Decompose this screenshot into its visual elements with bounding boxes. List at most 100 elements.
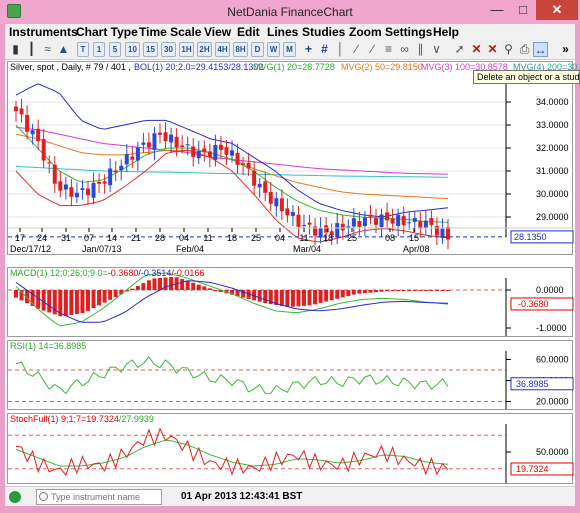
menu-settings[interactable]: Settings: [385, 25, 433, 39]
period-5-button[interactable]: 5: [109, 42, 121, 57]
hand-scroll-icon[interactable]: ↔: [533, 42, 548, 57]
instrument-search-input[interactable]: [36, 489, 162, 505]
candle-body: [346, 226, 351, 228]
price-panel[interactable]: 34.0000 33.0000 32.0000 31.0000 30.0000 29.00…: [7, 61, 580, 255]
macd-histogram-bar: [324, 290, 329, 302]
zoom-icon[interactable]: ⚲: [504, 42, 513, 56]
period-2h-button[interactable]: 2H: [197, 42, 212, 57]
menu-help[interactable]: Help: [433, 25, 460, 39]
trendline-icon[interactable]: ∕: [355, 42, 358, 56]
macd-histogram-bar: [191, 282, 196, 290]
candlestick-chart-icon[interactable]: ▮: [12, 42, 19, 56]
candle-body: [124, 154, 129, 165]
macd-histogram-bar: [446, 290, 450, 291]
menu-studies[interactable]: Studies: [302, 25, 346, 39]
x-axis-day-label: 04: [179, 233, 189, 243]
x-axis-day-label: 14: [107, 233, 117, 243]
menu-time-scale[interactable]: Time Scale: [139, 25, 202, 39]
candle-body: [135, 147, 140, 161]
macd-histogram-bar: [290, 290, 295, 307]
macd-histogram-bar: [25, 290, 30, 304]
menu-chart-type[interactable]: Chart Type: [76, 25, 138, 39]
close-button[interactable]: ✕: [536, 0, 578, 20]
period-4h-button[interactable]: 4H: [215, 42, 230, 57]
macd-y-tick-label: 0.0000: [536, 285, 564, 295]
period-1h-button[interactable]: 1H: [179, 42, 194, 57]
grid-icon[interactable]: #: [321, 42, 328, 56]
minimize-button[interactable]: —: [490, 2, 504, 17]
candle-body: [119, 165, 124, 171]
stochastic-chart: 50.0000 19.7324: [8, 424, 574, 483]
bar-chart-icon[interactable]: ┃: [27, 42, 36, 56]
x-axis-month-label: Mar/04: [293, 244, 321, 254]
toolbar-overflow-icon[interactable]: »: [562, 42, 569, 56]
macd-histogram-bar: [407, 290, 412, 291]
arc-tool-icon[interactable]: ∥: [417, 42, 424, 56]
macd-histogram-bar: [119, 290, 124, 295]
stochastic-panel[interactable]: 50.0000 19.7324 StochFull(1) 9;1;7=19.732…: [7, 413, 574, 484]
fan-tool-icon[interactable]: ∨: [432, 42, 441, 56]
delete-object-icon[interactable]: ✕: [471, 42, 482, 56]
maximize-button[interactable]: □: [519, 2, 527, 17]
candle-body: [169, 134, 174, 143]
x-axis-day-label: 18: [323, 233, 333, 243]
candle-body: [362, 217, 367, 227]
candle-body: [196, 151, 201, 159]
crosshair-icon[interactable]: +: [304, 42, 312, 56]
period-1-button[interactable]: 1: [93, 42, 105, 57]
candle-body: [25, 115, 30, 132]
print-icon[interactable]: ⎙: [519, 42, 530, 56]
period-tick-button[interactable]: T: [77, 42, 89, 57]
macd-histogram-bar: [158, 277, 162, 290]
period-30-button[interactable]: 30: [161, 42, 176, 57]
rsi-line: [15, 355, 449, 395]
rsi-header: RSI(1) 14=36.8985: [10, 341, 87, 351]
x-axis-month-label: Dec/17/12: [10, 244, 51, 254]
menu-lines[interactable]: Lines: [267, 25, 299, 39]
macd-label: MACD(1) 12;0;26;0;9 0=: [10, 268, 108, 278]
macd-histogram-bar: [180, 279, 185, 290]
candle-body: [152, 133, 157, 150]
candle-body: [30, 130, 35, 135]
delete-study-icon[interactable]: ✕: [487, 42, 498, 56]
period-15-button[interactable]: 15: [143, 42, 158, 57]
pointer-icon[interactable]: ➚: [454, 42, 465, 56]
menu-zoom[interactable]: Zoom: [349, 25, 382, 39]
period-m-button[interactable]: M: [283, 42, 296, 57]
macd-histogram-bar: [102, 290, 107, 303]
chart-area[interactable]: 34.0000 33.0000 32.0000 31.0000 30.0000 29.00…: [5, 60, 580, 486]
candle-body: [351, 218, 356, 227]
candle-body: [47, 162, 52, 164]
channel-icon[interactable]: ∕: [371, 42, 374, 56]
macd-histogram-bar: [346, 290, 351, 296]
macd-histogram-bar: [91, 290, 96, 309]
macd-header: MACD(1) 12;0;26;0;9 0=-0.3680/-0.3514/-0…: [10, 268, 204, 278]
period-w-button[interactable]: W: [267, 42, 280, 57]
line-chart-icon[interactable]: ≈: [44, 42, 51, 56]
candle-body: [141, 142, 146, 145]
macd-chart: 0.0000 -1.0000 -0.3680: [8, 272, 574, 336]
candle-body: [185, 144, 190, 146]
period-8h-button[interactable]: 8H: [233, 42, 248, 57]
candle-body: [302, 224, 306, 226]
macd-histogram-bar: [374, 290, 378, 293]
menu-instruments[interactable]: Instruments: [9, 25, 78, 39]
candle-body: [313, 226, 318, 236]
candle-body: [113, 170, 118, 173]
menu-view[interactable]: View: [204, 25, 232, 39]
fibonacci-icon[interactable]: ≡: [384, 42, 392, 56]
vertical-line-icon[interactable]: │: [336, 42, 345, 56]
period-10-button[interactable]: 10: [125, 42, 140, 57]
text-tool-icon[interactable]: ∞: [400, 42, 409, 56]
macd-histogram-bar: [141, 283, 146, 290]
area-chart-icon[interactable]: ▲: [57, 42, 70, 56]
period-d-button[interactable]: D: [251, 42, 264, 57]
menu-edit[interactable]: Edit: [237, 25, 260, 39]
macd-panel[interactable]: 0.0000 -1.0000 -0.3680 MACD(1) 12;0;26;0;9…: [7, 267, 574, 337]
rsi-value-label: 36.8985: [516, 379, 549, 389]
macd-histogram-bar: [423, 290, 428, 291]
price-y-tick-label: 29.0000: [536, 212, 569, 222]
stoch-k-line: [15, 427, 449, 477]
